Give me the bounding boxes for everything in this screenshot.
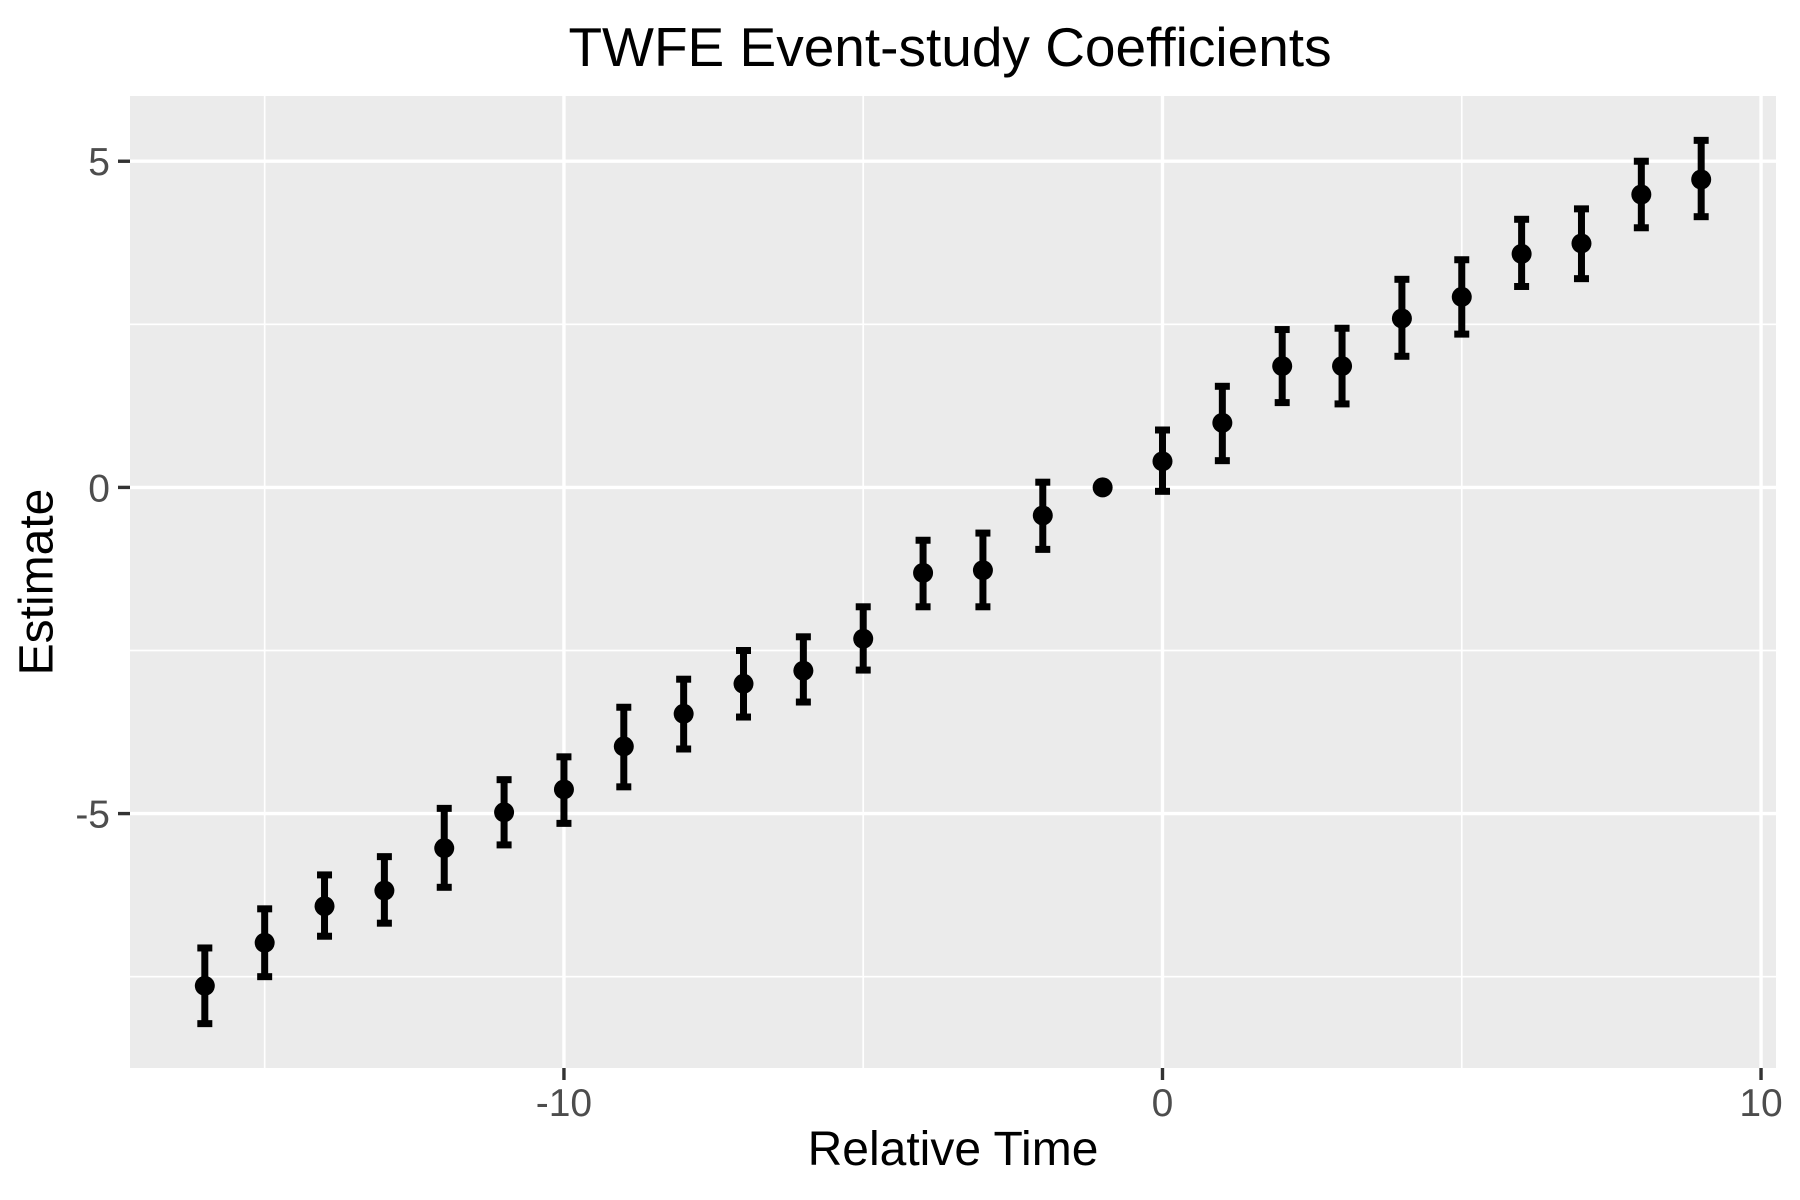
data-point <box>1272 356 1293 377</box>
data-point <box>793 660 814 681</box>
y-tick-label: 5 <box>88 141 110 184</box>
data-point <box>1152 451 1173 472</box>
data-point <box>194 975 215 996</box>
data-point <box>1092 477 1113 498</box>
data-point <box>254 932 275 953</box>
x-axis-title: Relative Time <box>807 1123 1099 1176</box>
x-tick-label: 10 <box>1739 1082 1782 1125</box>
data-point <box>1451 286 1472 307</box>
plot-title: TWFE Event-study Coefficients <box>568 16 1332 78</box>
y-axis-title: Estimate <box>10 488 64 676</box>
data-point <box>1391 308 1412 329</box>
panel-background <box>130 96 1776 1068</box>
data-point <box>1571 233 1592 254</box>
data-point <box>314 896 335 917</box>
data-point <box>972 560 993 581</box>
data-point <box>1032 505 1053 526</box>
data-point <box>1691 169 1712 190</box>
data-point <box>853 628 874 649</box>
y-tick-label: 0 <box>88 467 110 510</box>
x-tick-label: -10 <box>536 1082 592 1125</box>
data-point <box>673 703 694 724</box>
data-point <box>1511 243 1532 264</box>
x-tick-label: 0 <box>1152 1082 1174 1125</box>
y-tick-label: -5 <box>75 794 110 837</box>
data-point <box>374 880 395 901</box>
data-point <box>1212 412 1233 433</box>
data-point <box>613 736 634 757</box>
data-point <box>494 802 515 823</box>
data-point <box>434 838 455 859</box>
data-point <box>1631 184 1652 205</box>
data-point <box>553 779 574 800</box>
data-point <box>1332 356 1353 377</box>
data-point <box>733 673 754 694</box>
data-point <box>913 562 934 583</box>
